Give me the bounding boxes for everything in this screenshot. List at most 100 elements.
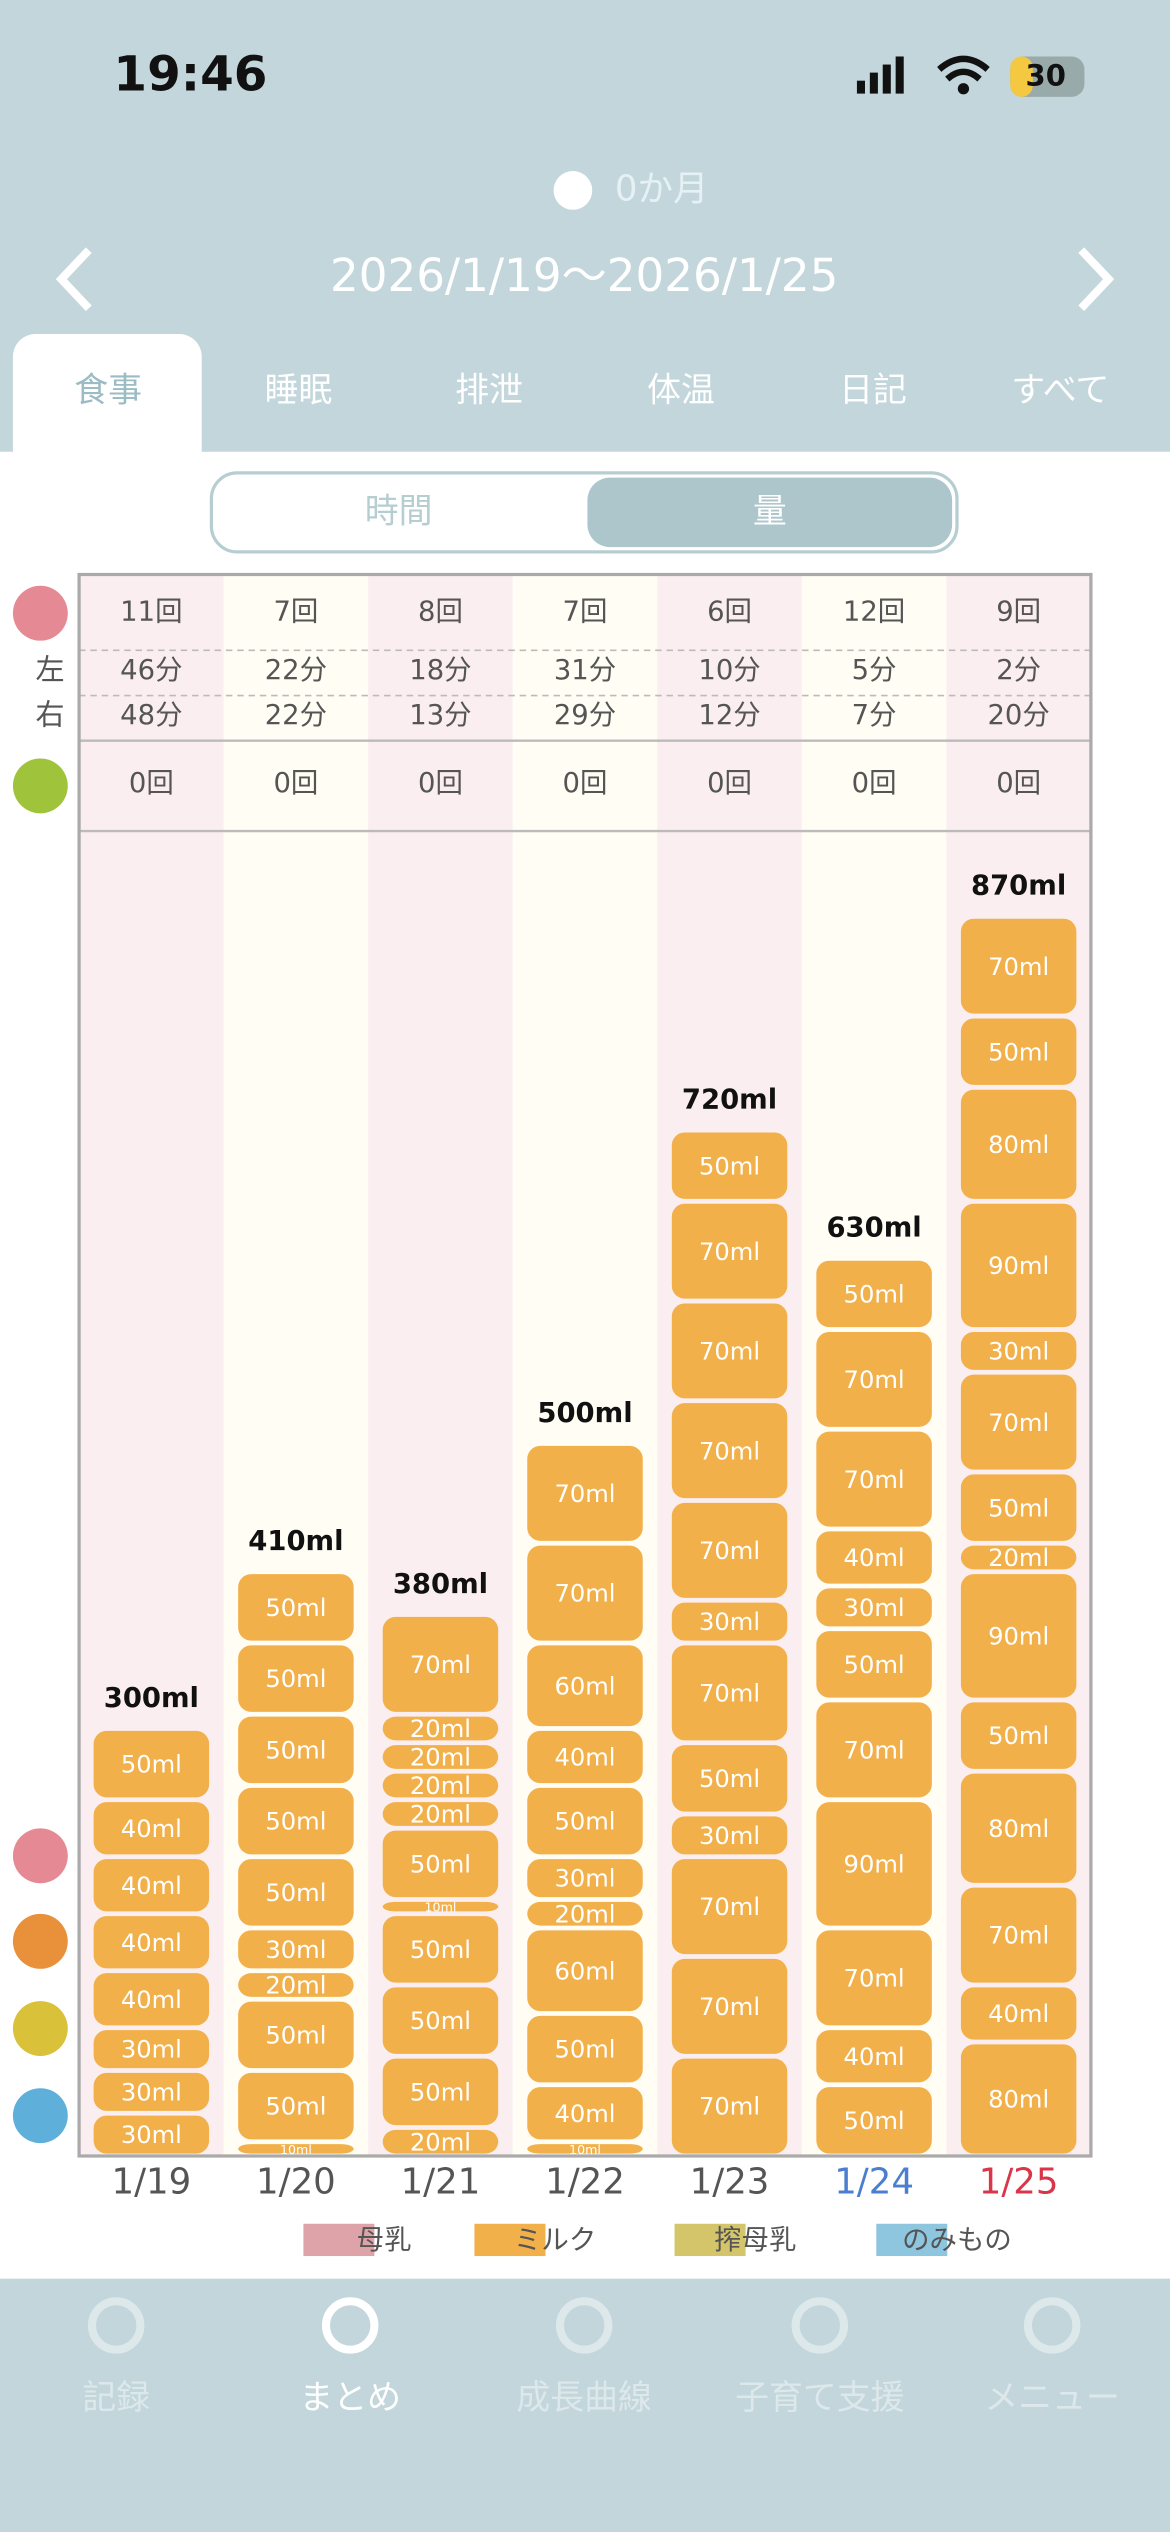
bar-segment	[527, 1930, 643, 2012]
table-cell: 7回	[273, 597, 318, 628]
segment-label: 30ml	[988, 1338, 1049, 1366]
legend-icon-milk	[12, 1913, 68, 1969]
nav-icon[interactable]	[1023, 2297, 1081, 2354]
segment-label: 50ml	[410, 1936, 471, 1964]
nav-icon[interactable]	[87, 2297, 145, 2354]
table-cell: 11回	[120, 597, 182, 628]
active-tab[interactable]	[12, 334, 202, 480]
side-label: 右	[36, 698, 65, 732]
segment-label: 20ml	[410, 1715, 471, 1743]
bar-segment	[816, 1588, 932, 1627]
nav-icon[interactable]	[555, 2297, 613, 2354]
segment-label: 80ml	[988, 2086, 1049, 2114]
tab[interactable]: 食事	[74, 371, 142, 410]
bar-segment	[671, 1602, 788, 1641]
side-label: 左	[36, 652, 65, 686]
tab[interactable]: すべて	[1011, 371, 1109, 410]
table-cell: 31分	[554, 655, 616, 686]
bar-segment	[816, 1631, 932, 1698]
bar-segment	[93, 1916, 210, 1969]
nav-label[interactable]: メニュー	[984, 2378, 1120, 2417]
x-tick-label: 1/23	[690, 2161, 770, 2202]
tab[interactable]: 排泄	[455, 371, 523, 410]
segment-label: 90ml	[988, 1622, 1049, 1650]
segment-label: 30ml	[699, 1822, 760, 1850]
bar-segment	[960, 1089, 1077, 1199]
table-cell: 10分	[698, 655, 760, 686]
bar-segment	[382, 2129, 499, 2154]
nav-icon[interactable]	[791, 2297, 849, 2354]
bar-segment	[382, 1987, 499, 2054]
segment-label: 20ml	[265, 1972, 326, 2000]
segment-label: 40ml	[554, 1744, 615, 1772]
bar-segment	[960, 1887, 1077, 1983]
table-cell: 9回	[996, 597, 1041, 628]
bar-segment	[382, 1802, 499, 1826]
nav-label[interactable]: まとめ	[299, 2378, 401, 2417]
tab[interactable]: 体温	[647, 371, 715, 410]
nav-bg	[0, 2278, 1170, 2532]
bar-segment	[238, 1973, 354, 1997]
toggle-option[interactable]: 量	[753, 492, 787, 531]
segment-label: 30ml	[554, 1865, 615, 1893]
bar-segment	[816, 1930, 932, 2026]
segment-label: 70ml	[988, 1409, 1049, 1437]
segment-label: 30ml	[265, 1936, 326, 1964]
bar-segment	[527, 2144, 643, 2154]
bar-segment	[960, 1773, 1077, 1883]
toggle-active[interactable]	[587, 477, 953, 548]
battery-level	[1010, 56, 1033, 97]
legend-label: 母乳	[357, 2225, 412, 2256]
bar-segment	[816, 2087, 932, 2154]
table-cell: 13分	[409, 700, 471, 731]
table-cell: 5分	[852, 655, 897, 686]
segment-label: 80ml	[988, 1815, 1049, 1843]
legend-swatch	[474, 2223, 546, 2257]
prev-week[interactable]	[55, 247, 92, 311]
table-cell: 2分	[996, 655, 1041, 686]
toggle-option[interactable]: 時間	[365, 492, 433, 531]
segment-label: 50ml	[844, 1281, 905, 1309]
legend-icon-breast	[12, 1828, 68, 1884]
bar-segment	[671, 1745, 788, 1812]
nav-label[interactable]: 成長曲線	[516, 2378, 652, 2417]
bar-segment	[527, 1545, 643, 1641]
nav-label[interactable]: 子育て支援	[735, 2378, 904, 2417]
segment-label: 50ml	[554, 1808, 615, 1836]
bar-segment	[960, 918, 1077, 1014]
segment-label: 50ml	[265, 2021, 326, 2049]
bar-segment	[382, 2058, 499, 2126]
segment-label: 50ml	[410, 2007, 471, 2035]
bar-segment	[93, 1973, 210, 2026]
bar-segment	[671, 1203, 788, 1299]
segment-label: 70ml	[554, 1480, 615, 1508]
segment-label: 50ml	[265, 1736, 326, 1764]
bar-segment	[527, 1901, 643, 1926]
bar-segment	[382, 1901, 499, 1912]
segment-label: 70ml	[844, 1366, 905, 1394]
next-week[interactable]	[1078, 247, 1115, 311]
legend-label: のみもの	[902, 2225, 1012, 2256]
bar-segment	[527, 1730, 643, 1784]
x-tick-label: 1/24	[834, 2161, 914, 2202]
nav-icon[interactable]	[321, 2297, 379, 2354]
legend-swatch	[674, 2223, 746, 2257]
nav-label[interactable]: 記録	[82, 2378, 150, 2417]
segment-label: 70ml	[699, 2093, 760, 2121]
segment-label: 80ml	[988, 1131, 1049, 1159]
segment-label: 70ml	[410, 1651, 471, 1679]
segment-label: 10ml	[280, 2142, 312, 2157]
x-tick-label: 1/20	[256, 2161, 336, 2202]
table-cell: 46分	[120, 655, 182, 686]
x-tick-label: 1/21	[401, 2161, 481, 2202]
bar-segment	[816, 1260, 932, 1328]
segment-label: 40ml	[988, 2000, 1049, 2028]
total-label: 410ml	[248, 1526, 343, 1557]
bar-segment	[238, 1645, 354, 1712]
tab[interactable]: 日記	[839, 371, 907, 410]
bar-segment	[960, 1374, 1077, 1470]
bar-segment	[527, 2087, 643, 2140]
total-label: 500ml	[537, 1398, 632, 1429]
tab[interactable]: 睡眠	[265, 371, 333, 410]
table-cell: 0回	[418, 768, 463, 799]
